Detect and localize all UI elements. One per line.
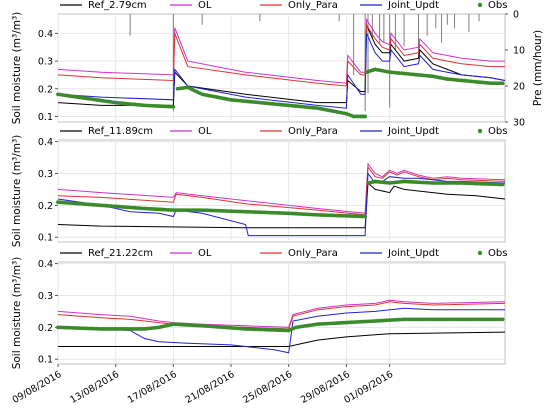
y-axis-label: Soil moisture (m³/m³) bbox=[11, 135, 23, 248]
legend-label: Obs bbox=[488, 248, 507, 259]
series-joint-updt-line bbox=[57, 33, 506, 109]
series-ol-line bbox=[57, 299, 506, 328]
plot-area bbox=[57, 139, 506, 243]
series-ol-line bbox=[57, 17, 505, 84]
legend-marker-obs bbox=[477, 128, 483, 134]
legend-label: Ref_21.22cm bbox=[88, 248, 153, 259]
legend-label: Ref_11.89cm bbox=[88, 126, 153, 137]
x-tick-label: 21/08/2016 bbox=[184, 369, 237, 406]
y-tick-label: 0.1 bbox=[38, 233, 53, 244]
y-tick-label: 0.3 bbox=[38, 169, 53, 180]
x-tick-label: 01/09/2016 bbox=[342, 369, 395, 406]
y2-tick-label: 30 bbox=[513, 118, 525, 129]
obs-point bbox=[500, 317, 505, 322]
x-axis-date-ticks: 09/08/2016 13/08/2016 17/08/2016 21/08/2016… bbox=[11, 364, 395, 406]
legend-label: Only_Para bbox=[288, 126, 338, 137]
obs-point bbox=[500, 182, 505, 187]
legend-label: OL bbox=[198, 248, 212, 259]
y-tick-label: 0.4 bbox=[38, 29, 53, 40]
y-tick-label: 0.3 bbox=[38, 291, 53, 302]
series-joint-updt-line bbox=[57, 172, 506, 237]
x-tick-label: 13/08/2016 bbox=[68, 369, 121, 406]
panel-3: 0.1 0.2 0.3 0.4 Soil moisture (m³/m³) Ref_21.… bbox=[11, 248, 507, 369]
y2-tick-label: 0 bbox=[513, 10, 519, 21]
panel-2: 0.1 0.2 0.3 0.4 Soil moisture (m³/m³) Ref_11.… bbox=[11, 126, 507, 247]
series-obs-points bbox=[56, 179, 505, 219]
series-only-para-line bbox=[57, 23, 505, 87]
y-tick-label: 0.2 bbox=[38, 84, 53, 95]
y2-tick-label: 10 bbox=[513, 46, 525, 57]
series-only-para-line bbox=[57, 301, 506, 330]
panels: 0.1 0.2 0.3 0.4 Soil moisture (m³/m³) 0 10 20 30… bbox=[11, 0, 544, 369]
legend-label: Obs bbox=[488, 126, 507, 137]
legend-label: Only_Para bbox=[288, 0, 338, 11]
legend-label: Only_Para bbox=[288, 248, 338, 259]
x-tick-label: 17/08/2016 bbox=[126, 369, 179, 406]
series-obs-points bbox=[56, 67, 505, 119]
obs-point bbox=[363, 214, 368, 219]
y2-tick-label: 20 bbox=[513, 82, 525, 93]
legend-marker-obs bbox=[477, 250, 483, 256]
obs-point bbox=[500, 81, 505, 86]
legend-label: OL bbox=[198, 0, 212, 11]
series-ref-11-89cm-line bbox=[57, 181, 506, 229]
legend-marker-obs bbox=[477, 2, 483, 8]
legend: Ref_21.22cm OL Only_Para Joint_Updt Obs bbox=[60, 248, 507, 259]
legend-label: Joint_Updt bbox=[387, 0, 439, 11]
series-joint-updt-line bbox=[57, 307, 505, 354]
y2-axis-label: Pre (mm/hour) bbox=[532, 30, 544, 106]
legend-label: Obs bbox=[488, 0, 507, 11]
legend-label: Joint_Updt bbox=[387, 126, 439, 137]
y-tick-label: 0.1 bbox=[38, 112, 53, 123]
legend-label: Joint_Updt bbox=[387, 248, 439, 259]
y-tick-label: 0.2 bbox=[38, 323, 53, 334]
plot-area bbox=[57, 261, 506, 365]
series-ref-21-22cm-line bbox=[58, 331, 506, 347]
legend-label: OL bbox=[198, 126, 212, 137]
y-tick-label: 0.1 bbox=[38, 355, 53, 366]
obs-point bbox=[363, 114, 368, 119]
y-tick-label: 0.4 bbox=[38, 137, 53, 148]
legend: Ref_2.79cm OL Only_Para Joint_Updt Obs bbox=[60, 0, 507, 11]
series-ol-line bbox=[57, 162, 506, 214]
y-tick-label: 0.2 bbox=[38, 201, 53, 212]
y-tick-label: 0.4 bbox=[38, 259, 53, 270]
y-tick-label: 0.3 bbox=[38, 57, 53, 68]
legend-label: Ref_2.79cm bbox=[88, 0, 147, 11]
y-axis-label: Soil moisture (m³/m³) bbox=[11, 257, 23, 370]
series-obs-points bbox=[56, 317, 505, 333]
legend: Ref_11.89cm OL Only_Para Joint_Updt Obs bbox=[60, 126, 507, 137]
x-tick-label: 09/08/2016 bbox=[11, 369, 64, 406]
y-axis-label: Soil moisture (m³/m³) bbox=[11, 12, 23, 125]
panel-1: 0.1 0.2 0.3 0.4 Soil moisture (m³/m³) 0 10 20 30… bbox=[11, 0, 544, 129]
obs-point bbox=[171, 104, 176, 109]
x-tick-label: 25/08/2016 bbox=[241, 369, 294, 406]
